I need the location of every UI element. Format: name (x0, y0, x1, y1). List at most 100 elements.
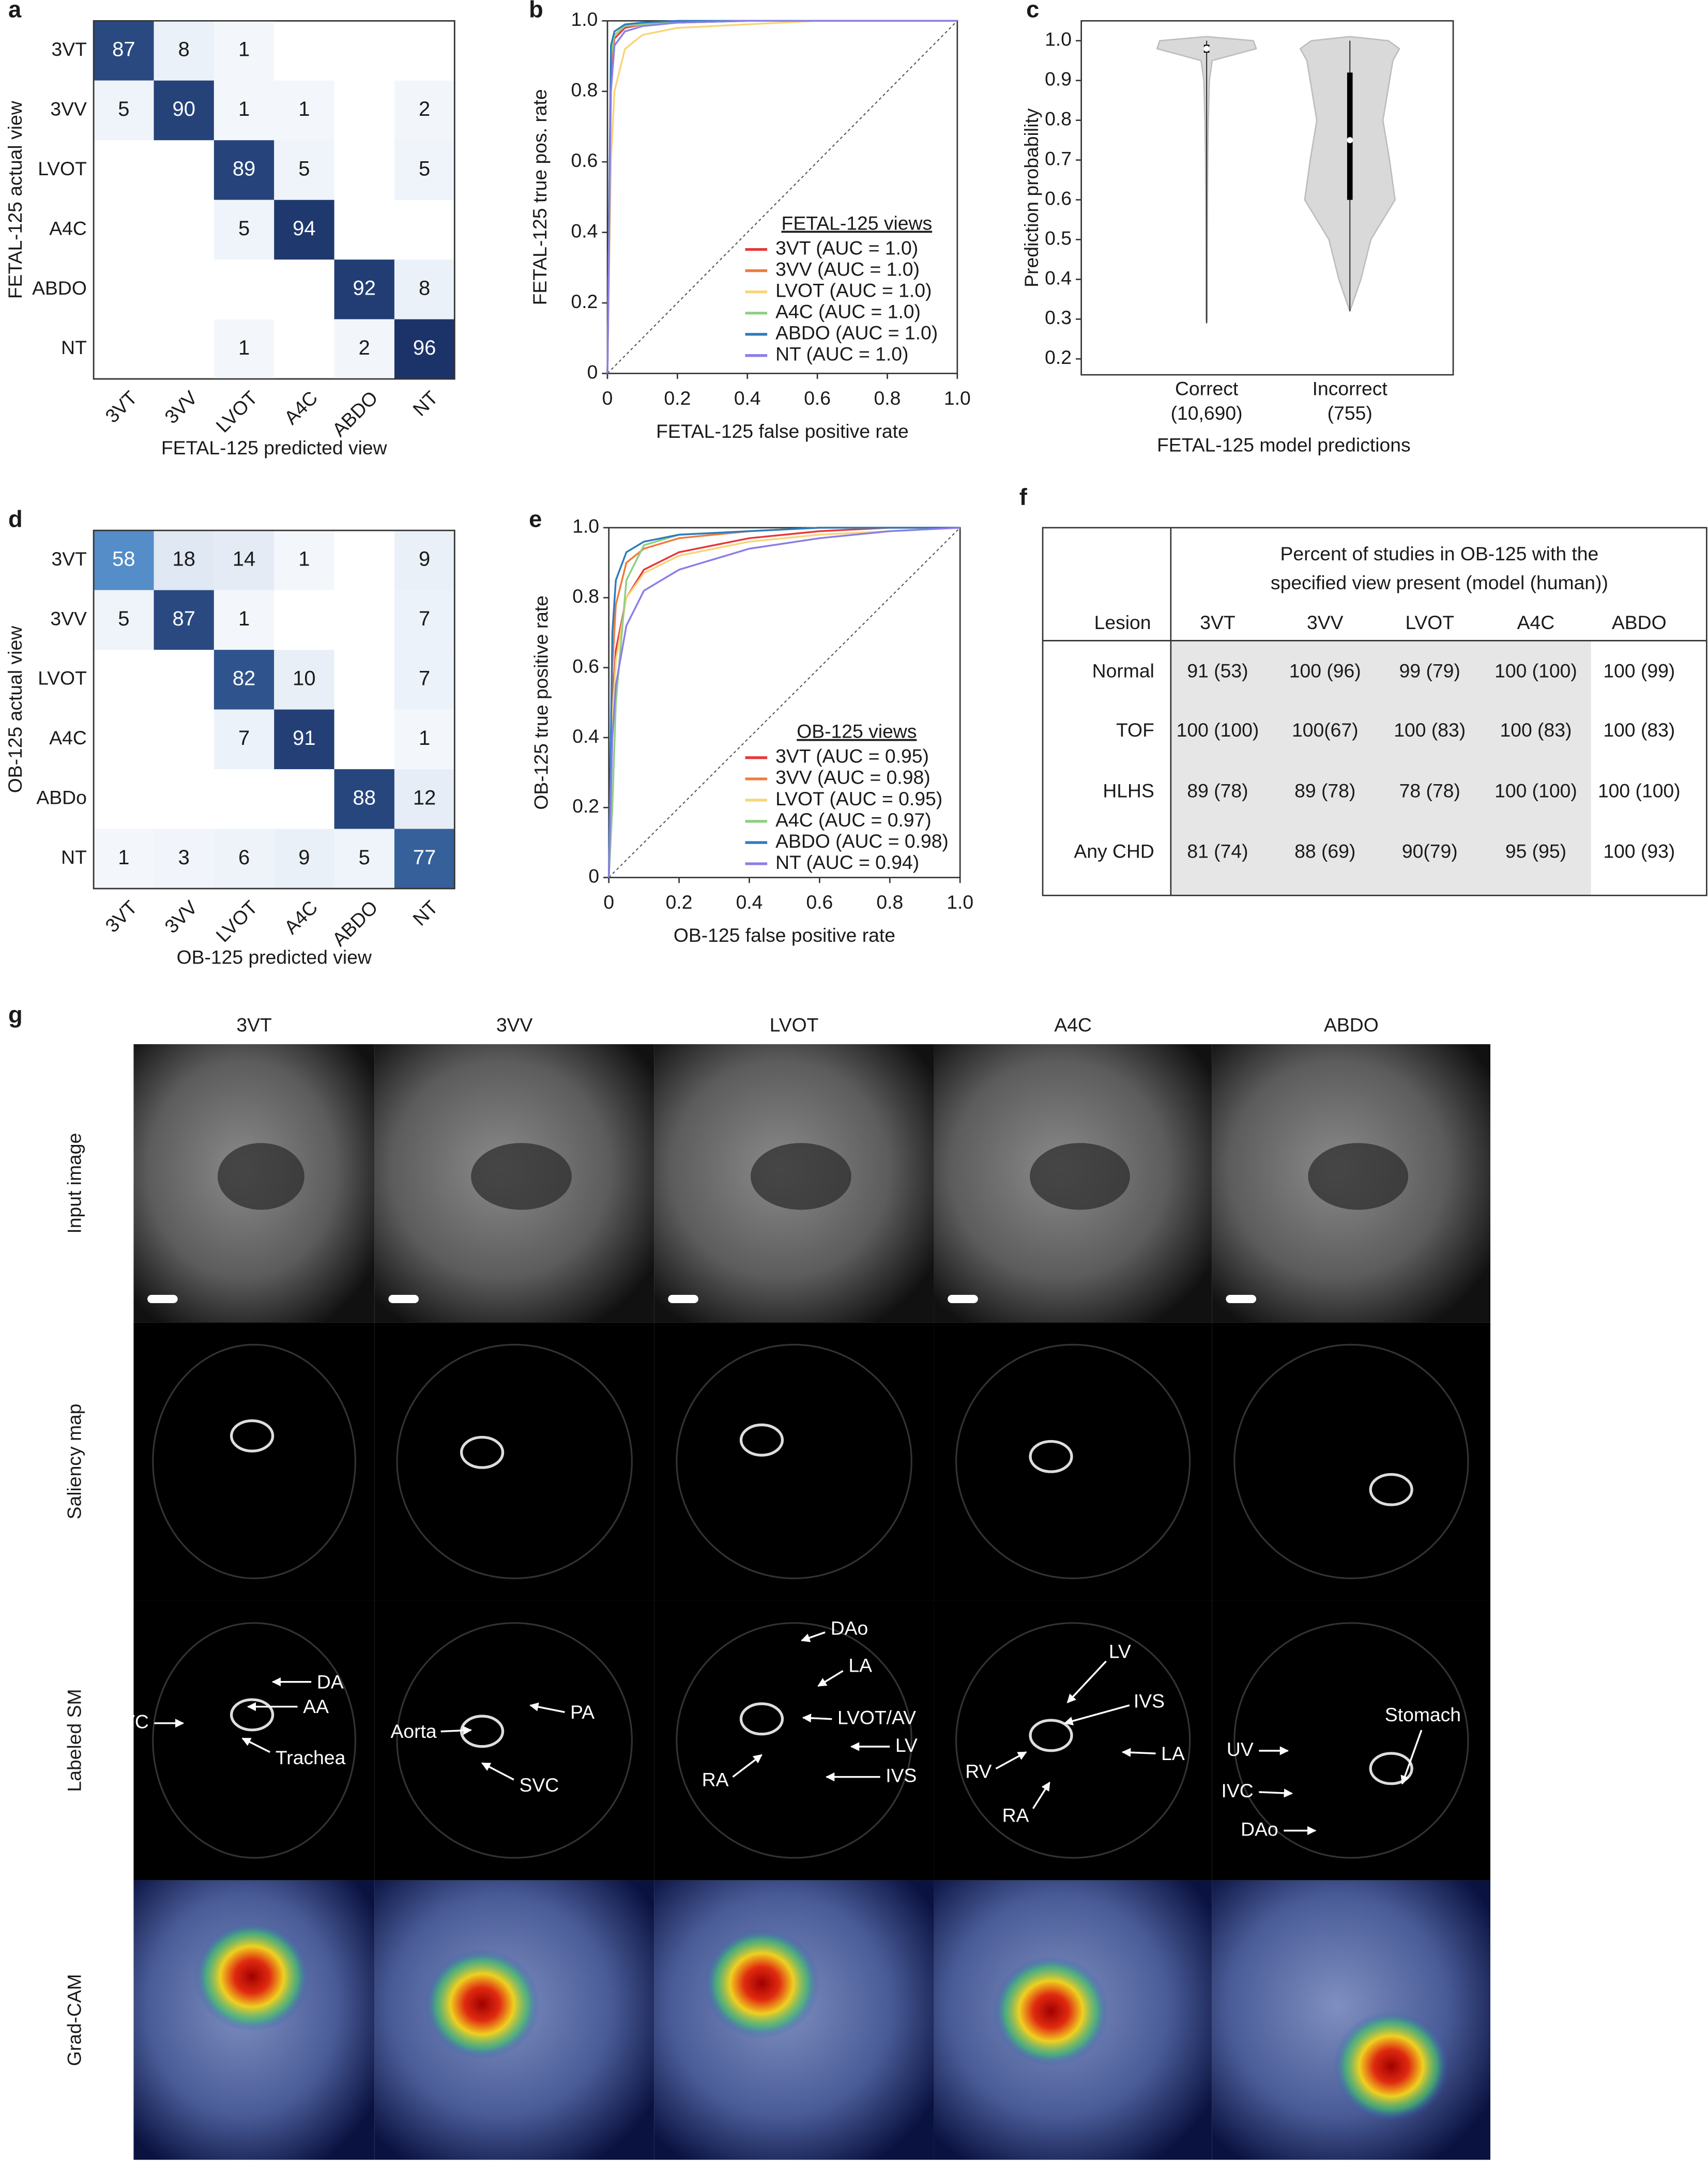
image-structure (751, 1143, 851, 1210)
matrix-cell (394, 530, 455, 590)
annotation-arrow (801, 1631, 826, 1642)
saliency-outline (396, 1343, 633, 1580)
y-tick-label: 3VT (51, 548, 86, 570)
cell-label: 91 (293, 727, 315, 750)
matrix-cell (394, 650, 455, 710)
matrix-cell (213, 80, 274, 141)
image-tile (1212, 1600, 1491, 1880)
annotation-label: DA (317, 1671, 344, 1692)
annotation-label: RV (965, 1760, 992, 1782)
image-structure (471, 1143, 572, 1210)
roc-curve (607, 527, 960, 878)
matrix-cell (274, 530, 334, 590)
x-axis-label: OB-125 predicted view (177, 946, 372, 968)
cell-label: 7 (419, 667, 430, 690)
cell-label: 5 (118, 607, 129, 630)
image-tile (1212, 1880, 1491, 2160)
panel-label: c (1026, 0, 1039, 23)
panel-label: d (8, 506, 23, 532)
scale-bar (948, 1295, 978, 1303)
annotation-arrow (802, 1714, 832, 1723)
matrix-cell (394, 769, 455, 829)
y-tick-label: 0.4 (572, 725, 599, 747)
annotation-label: UV (1227, 1738, 1254, 1760)
x-tick-label: 0.4 (736, 891, 763, 913)
y-tick-label: 0.6 (572, 655, 599, 677)
cell-label: 1 (238, 38, 250, 61)
legend-label: NT (AUC = 0.94) (775, 851, 919, 873)
column-header: LVOT (1405, 611, 1454, 633)
y-axis-label: OB-125 actual view (4, 625, 26, 793)
table-cell: 99 (79) (1399, 660, 1460, 682)
scale-bar (147, 1295, 178, 1303)
y-axis-label: FETAL-125 actual view (4, 100, 26, 299)
matrix-cell (213, 319, 274, 379)
x-tick-label: LVOT (211, 387, 262, 437)
image-tile (374, 1600, 654, 1880)
cell-label: 90 (172, 98, 195, 120)
panel-label: f (1019, 484, 1028, 510)
y-axis-label: FETAL-125 true pos. rate (529, 89, 551, 305)
cell-label: 8 (419, 277, 430, 299)
legend-label: 3VV (AUC = 0.98) (775, 767, 931, 788)
cell-label: 94 (293, 217, 315, 240)
matrix-cell (213, 21, 274, 81)
cell-label: 87 (112, 38, 135, 61)
legend-label: 3VT (AUC = 0.95) (775, 745, 929, 767)
legend-title: FETAL-125 views (782, 212, 933, 234)
table-cell: 100 (93) (1603, 840, 1675, 862)
cell-label: 6 (238, 846, 250, 869)
cell-label: 5 (359, 846, 370, 869)
x-axis-label: FETAL-125 false positive rate (656, 420, 909, 442)
annotation-label: LA (848, 1654, 872, 1676)
x-tick-label: 3VT (101, 387, 141, 427)
annotation-label: RA (702, 1768, 729, 1790)
annotation-arrow (481, 1762, 514, 1781)
reference-diagonal (607, 20, 958, 374)
table-cell: 100 (100) (1177, 719, 1259, 741)
y-tick-label: 0.7 (1045, 147, 1072, 169)
image-structure (217, 1143, 304, 1210)
annotation-label: PA (570, 1701, 594, 1723)
annotation-label: LV (895, 1734, 918, 1756)
table-cell: 100 (83) (1500, 719, 1572, 741)
annotation-arrow (440, 1726, 472, 1735)
annotation-label: RA (1002, 1805, 1029, 1826)
cell-label: 10 (293, 667, 315, 690)
y-tick-label: ABDo (36, 787, 86, 808)
x-tick-label: 3VV (160, 896, 202, 938)
y-tick-label: 0.2 (1045, 346, 1072, 368)
gradcam-hotspot (194, 1921, 310, 2032)
cell-label: 89 (233, 158, 255, 180)
saliency-outline (1233, 1343, 1469, 1580)
table-header: Percent of studies in OB-125 with the (1280, 543, 1599, 564)
x-tick-label: 0.8 (874, 387, 901, 409)
matrix-border (93, 529, 455, 890)
y-tick-label: 0.9 (1045, 68, 1072, 90)
image-structure (1030, 1143, 1130, 1210)
y-tick-label: 1.0 (1045, 28, 1072, 50)
matrix-cell (274, 650, 334, 710)
matrix-cell (154, 21, 214, 81)
y-tick-label: 0.6 (571, 149, 598, 171)
cell-label: 58 (112, 547, 135, 570)
y-tick-label: NT (61, 337, 87, 358)
annotation-arrow (1259, 1788, 1293, 1798)
matrix-cell (274, 200, 334, 260)
annotation-label: LA (1161, 1742, 1185, 1764)
x-tick-label: 1.0 (944, 387, 971, 409)
plot-frame (608, 527, 961, 878)
annotation-label: SVC (109, 1711, 149, 1733)
matrix-cell (394, 140, 455, 200)
y-tick-label: 0.8 (571, 79, 598, 101)
table-shade (1170, 640, 1591, 896)
table-cell: 95 (95) (1505, 840, 1566, 862)
matrix-cell (394, 709, 455, 770)
saliency-outline (955, 1343, 1191, 1580)
legend-label: 3VV (AUC = 1.0) (775, 258, 920, 280)
image-tile (133, 1322, 375, 1601)
matrix-cell (394, 590, 455, 650)
cell-label: 12 (413, 786, 436, 809)
gradcam-hotspot (424, 1949, 540, 2059)
